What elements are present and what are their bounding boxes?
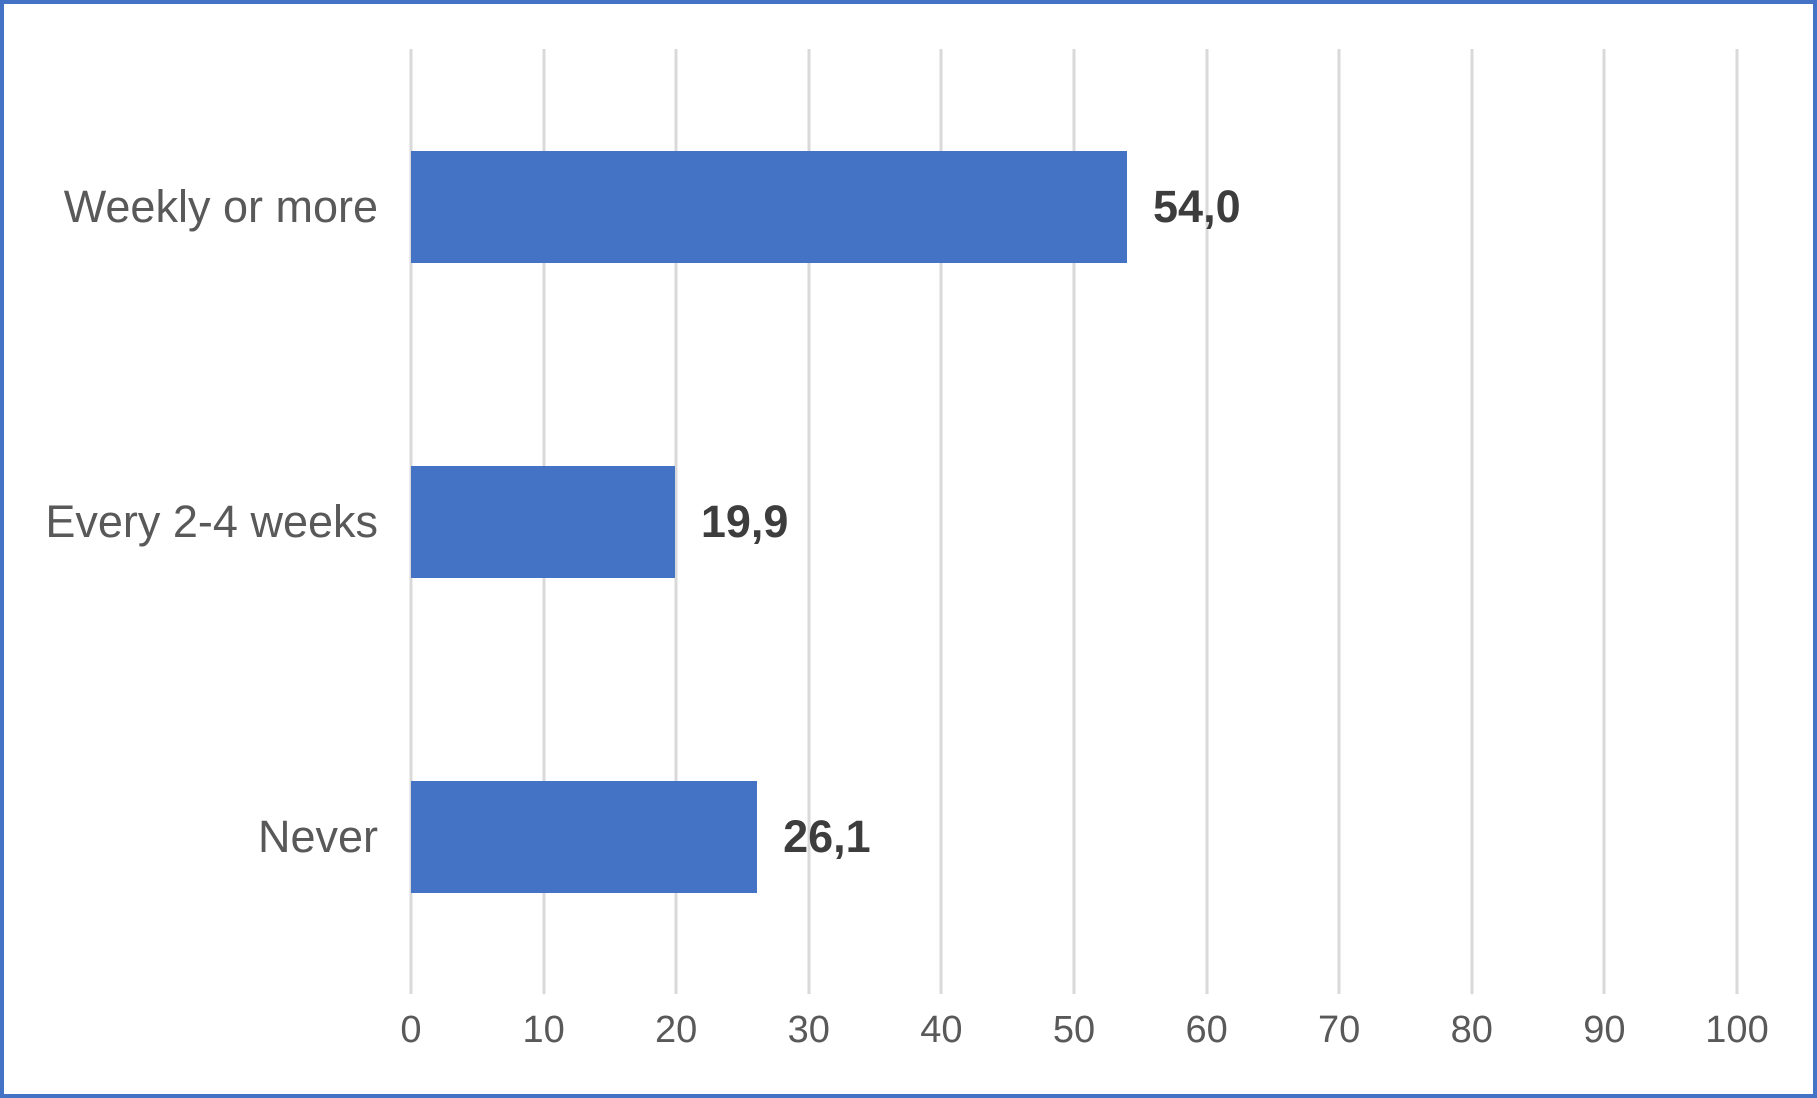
- x-tick-label: 90: [1583, 1009, 1626, 1051]
- x-axis: 0 10 20 30 40 50 60 70 80 90 100: [400, 1009, 1768, 1069]
- gridline: [1470, 49, 1474, 994]
- gridline: [1735, 49, 1739, 994]
- value-label: 54,0: [1153, 180, 1241, 232]
- x-tick-label: 80: [1450, 1009, 1493, 1051]
- plot-area: 54,0 19,9 26,1: [409, 49, 1739, 994]
- x-tick-label: 50: [1052, 1009, 1096, 1051]
- gridline: [1337, 49, 1341, 994]
- x-tick-label: 40: [920, 1009, 963, 1051]
- gridline: [1205, 49, 1209, 994]
- bar: [411, 780, 758, 893]
- gridline: [939, 49, 943, 994]
- x-tick-label: 70: [1318, 1009, 1361, 1051]
- gridline: [1072, 49, 1076, 994]
- value-label: 19,9: [700, 495, 789, 547]
- x-tick-label: 0: [400, 1009, 422, 1051]
- gridline: [807, 49, 811, 994]
- x-tick-label: 100: [1705, 1009, 1769, 1051]
- x-tick-label: 10: [522, 1009, 565, 1051]
- gridline: [674, 49, 678, 994]
- bar: [411, 150, 1128, 263]
- category-label: Never: [257, 810, 378, 862]
- value-label: 26,1: [783, 810, 871, 862]
- bar: [411, 465, 675, 578]
- category-label: Weekly or more: [63, 180, 378, 232]
- gridline: [1602, 49, 1606, 994]
- x-tick-label: 30: [787, 1009, 830, 1051]
- category-label: Every 2-4 weeks: [45, 495, 378, 547]
- x-tick-label: 60: [1185, 1009, 1228, 1051]
- x-tick-label: 20: [655, 1009, 698, 1051]
